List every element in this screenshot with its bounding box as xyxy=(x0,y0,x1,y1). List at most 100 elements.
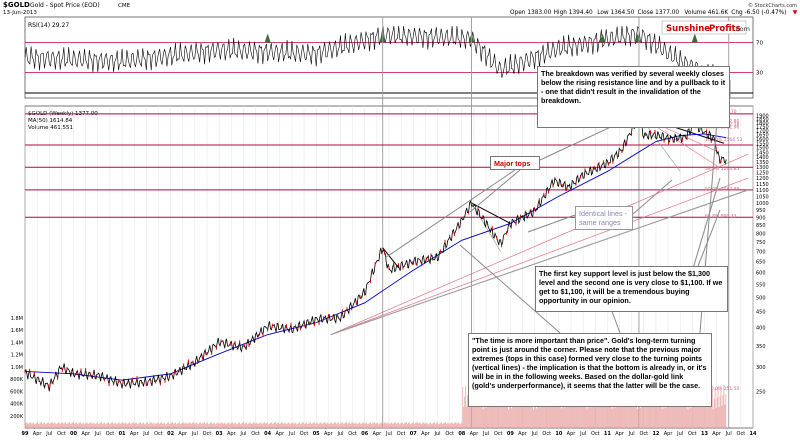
price-tick-label: 1000 xyxy=(756,201,769,207)
x-tick-label: Oct xyxy=(737,431,746,437)
price-tick-label: 1900 xyxy=(756,114,769,120)
x-tick-label: 00 xyxy=(70,431,77,437)
volume-tick-label: 1.6M xyxy=(11,328,23,334)
price-tick-label: 750 xyxy=(756,240,766,246)
price-tick-label: 1450 xyxy=(756,150,769,156)
volume-tick-label: 600K xyxy=(10,389,24,395)
fib-label: 61.8% 890.33 xyxy=(705,214,737,220)
price-tick-label: 300 xyxy=(756,365,766,371)
x-tick-label: 06 xyxy=(361,431,368,437)
rsi-panel-frame xyxy=(24,16,754,99)
x-tick-label: Apr xyxy=(518,431,528,437)
ma-legend: MA(50) 1614.84 xyxy=(28,118,73,124)
x-tick-label: Oct xyxy=(57,431,66,437)
x-tick-label: Jul xyxy=(142,431,149,437)
x-tick-label: 14 xyxy=(750,431,757,437)
price-tick-label: 1800 xyxy=(756,121,769,127)
x-tick-label: Oct xyxy=(154,431,163,437)
chart-exchange: CME xyxy=(118,3,131,9)
x-tick-label: 09 xyxy=(507,431,514,437)
x-tick-label: Apr xyxy=(275,431,285,437)
x-tick-label: Jul xyxy=(94,431,101,437)
price-tick-label: 1550 xyxy=(756,141,769,147)
down-arrow-icon: ▼ xyxy=(793,10,798,16)
ohlc-readout: Open 1383.00 High 1394.40 Low 1364.50 Close… xyxy=(510,10,798,16)
x-tick-label: Jul xyxy=(482,431,489,437)
x-tick-label: Apr xyxy=(130,431,140,437)
x-tick-label: Oct xyxy=(203,431,212,437)
rising-trend-line xyxy=(330,153,749,335)
x-tick-label: Apr xyxy=(470,431,480,437)
x-tick-label: Jul xyxy=(288,431,295,437)
x-tick-label: Oct xyxy=(688,431,697,437)
x-tick-label: Jul xyxy=(191,431,198,437)
x-tick-label: Apr xyxy=(81,431,91,437)
x-tick-label: Apr xyxy=(567,431,577,437)
identical-lines-connector xyxy=(527,214,576,233)
volume-tick-label: 1.4M xyxy=(11,340,23,346)
sunshine-profits-logo: Sunshine Profits .com xyxy=(661,20,750,35)
major-tops-connector xyxy=(469,169,521,213)
x-tick-label: 10 xyxy=(555,431,562,437)
rsi-overbought-fill xyxy=(264,33,271,43)
x-tick-label: Oct xyxy=(591,431,600,437)
fib-label: 100.0% 1564.53 xyxy=(705,137,742,143)
time-annotation: "The time is more important than price".… xyxy=(468,333,712,407)
price-tick-label: 500 xyxy=(756,295,766,301)
ohlc-close: Close 1377.00 xyxy=(638,10,680,16)
price-tick-label: 1200 xyxy=(756,176,769,182)
price-tick-label: 1050 xyxy=(756,194,769,200)
price-tick-label: 1750 xyxy=(756,125,769,131)
price-tick-label: 950 xyxy=(756,208,766,214)
x-tick-label: 02 xyxy=(167,431,174,437)
x-tick-label: Jul xyxy=(725,431,732,437)
x-tick-label: Oct xyxy=(397,431,406,437)
identical-lines-connector xyxy=(632,179,673,215)
volume-tick-label: 800K xyxy=(10,377,24,383)
price-tick-label: 650 xyxy=(756,260,766,266)
x-tick-label: Oct xyxy=(639,431,648,437)
x-tick-label: Jul xyxy=(45,431,52,437)
price-tick-label: 700 xyxy=(756,249,766,255)
price-tick-label: 900 xyxy=(756,215,766,221)
major-tops-connector xyxy=(384,169,516,259)
price-tick-label: 1500 xyxy=(756,146,769,152)
declining-trend-line xyxy=(471,202,511,224)
volume-legend: Volume 461,551 xyxy=(28,125,73,131)
volume-tick-label: 1.2M xyxy=(11,353,23,359)
x-tick-label: Oct xyxy=(251,431,260,437)
x-axis: 99 Apr Jul Oct 00 Apr Jul Oct 01 Apr Jul Oct 02 Apr Ju… xyxy=(22,431,757,437)
ohlc-low: Low 1364.50 xyxy=(597,10,635,16)
x-tick-label: Jul xyxy=(434,431,441,437)
x-tick-label: 05 xyxy=(313,431,320,437)
x-tick-label: 03 xyxy=(216,431,223,437)
x-tick-label: Oct xyxy=(348,431,357,437)
chart-symbol: $GOLD xyxy=(3,1,30,9)
price-tick-label: 450 xyxy=(756,310,766,316)
x-tick-label: 12 xyxy=(652,431,659,437)
fib-label: 50.0% 1087.88 xyxy=(705,186,739,192)
ohlc-chg: Chg -6.50 (-0.47%) xyxy=(731,10,786,16)
price-tick-label: 1150 xyxy=(756,182,769,188)
identical-lines-label: Identical lines - same ranges xyxy=(575,206,633,230)
long-term-support-line xyxy=(330,189,749,336)
rsi-level-label: 70 xyxy=(756,41,763,47)
x-tick-label: Apr xyxy=(712,431,722,437)
x-tick-label: Jul xyxy=(628,431,635,437)
price-tick-label: 850 xyxy=(756,223,766,229)
price-tick-label: 600 xyxy=(756,270,766,276)
price-tick-label: 1250 xyxy=(756,171,769,177)
volume-tick-label: 1.0M xyxy=(11,365,23,371)
ohlc-volume: Volume 461.6K xyxy=(684,10,728,16)
ohlc-high: High 1394.40 xyxy=(554,10,593,16)
x-tick-label: Oct xyxy=(542,431,551,437)
volume-tick-label: 200K xyxy=(10,414,24,420)
x-tick-label: Apr xyxy=(664,431,674,437)
support-annotation: The first key support level is just belo… xyxy=(535,266,728,312)
rsi-level-label: 30 xyxy=(756,71,763,77)
x-tick-label: Jul xyxy=(336,431,343,437)
x-tick-label: 11 xyxy=(604,431,611,437)
price-tick-label: 1600 xyxy=(756,137,769,143)
x-tick-label: Apr xyxy=(33,431,43,437)
